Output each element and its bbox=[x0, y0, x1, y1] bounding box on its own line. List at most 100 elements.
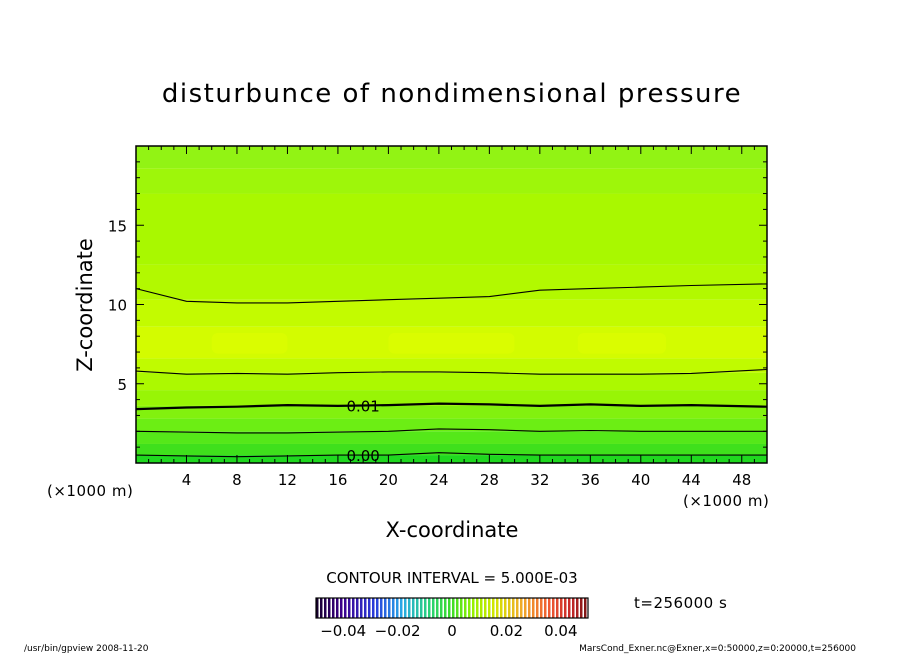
contour-line-3 bbox=[135, 368, 768, 375]
colorbar-cell-51 bbox=[520, 598, 523, 618]
plot-area: 0.00 0.01 bbox=[135, 146, 768, 465]
colorbar-frame bbox=[315, 597, 589, 619]
colorbar-cell-6 bbox=[340, 598, 343, 618]
colorbar-cell-60 bbox=[556, 598, 559, 618]
colorbar-cell-3 bbox=[328, 598, 331, 618]
colorbar-cell-1 bbox=[320, 598, 323, 618]
colorbar-cell-11 bbox=[360, 598, 363, 618]
x-tick-label-16: 16 bbox=[328, 471, 347, 489]
colorbar-cell-39 bbox=[472, 598, 475, 618]
colorbar-cell-12 bbox=[364, 598, 367, 618]
x-axis: 4 8 12 16 20 24 28 32 36 40 44 48 bbox=[148, 146, 755, 489]
fill-band-7 bbox=[136, 358, 767, 373]
colorbar-cell-33 bbox=[448, 598, 451, 618]
fill-band-3 bbox=[136, 418, 767, 432]
colorbar-cell-38 bbox=[468, 598, 471, 618]
colorbar-cell-29 bbox=[432, 598, 435, 618]
x-axis-unit-left: (×1000 m) bbox=[47, 482, 133, 500]
colorbar-tick-label-2: 0 bbox=[447, 622, 457, 640]
colorbar-cell-27 bbox=[424, 598, 427, 618]
x-tick-label-32: 32 bbox=[530, 471, 549, 489]
colorbar-tick-label-3: 0.02 bbox=[490, 622, 523, 640]
x-tick-label-8: 8 bbox=[232, 471, 242, 489]
colorbar-cell-54 bbox=[532, 598, 535, 618]
fill-highlight-0 bbox=[211, 333, 288, 354]
colorbar-cell-10 bbox=[356, 598, 359, 618]
colorbar-cell-55 bbox=[536, 598, 539, 618]
colorbar-cell-4 bbox=[332, 598, 335, 618]
colorbar-cell-48 bbox=[508, 598, 511, 618]
colorbar-cell-57 bbox=[544, 598, 547, 618]
colorbar-cell-2 bbox=[324, 598, 327, 618]
fill-band-2 bbox=[136, 431, 767, 444]
colorbar-cell-66 bbox=[580, 598, 583, 618]
colorbar-cell-35 bbox=[456, 598, 459, 618]
colorbar-cell-58 bbox=[548, 598, 551, 618]
fill-band-12 bbox=[136, 168, 767, 194]
colorbar-cell-50 bbox=[516, 598, 519, 618]
colorbar-cell-28 bbox=[428, 598, 431, 618]
y-tick-label-5: 5 bbox=[117, 376, 127, 394]
colorbar-cell-30 bbox=[436, 598, 439, 618]
colorbar-cell-45 bbox=[496, 598, 499, 618]
fill-highlight-2 bbox=[577, 333, 667, 354]
fill-band-9 bbox=[136, 299, 767, 327]
colorbar-cell-36 bbox=[460, 598, 463, 618]
colorbar-cell-5 bbox=[336, 598, 339, 618]
contour-interval-label: CONTOUR INTERVAL = 5.000E-03 bbox=[326, 569, 577, 587]
footer-right: MarsCond_Exner.nc@Exner,x=0:50000,z=0:20… bbox=[579, 644, 856, 654]
x-tick-label-36: 36 bbox=[581, 471, 600, 489]
colorbar-cell-19 bbox=[392, 598, 395, 618]
x-tick-label-28: 28 bbox=[480, 471, 499, 489]
y-axis: 5 10 15 bbox=[108, 161, 767, 448]
fill-band-1 bbox=[136, 443, 767, 456]
colorbar-cell-17 bbox=[384, 598, 387, 618]
colorbar-cell-24 bbox=[412, 598, 415, 618]
colorbar-cell-40 bbox=[476, 598, 479, 618]
fill-band-4 bbox=[136, 405, 767, 419]
colorbar-cell-65 bbox=[576, 598, 579, 618]
colorbar-cell-41 bbox=[480, 598, 483, 618]
y-axis-label: Z-coordinate bbox=[73, 238, 97, 372]
colorbar-cell-46 bbox=[500, 598, 503, 618]
x-tick-label-12: 12 bbox=[278, 471, 297, 489]
colorbar-cell-64 bbox=[572, 598, 575, 618]
colorbar-tick-labels: −0.04 −0.02 0 0.02 0.04 bbox=[320, 622, 577, 640]
colorbar-cell-16 bbox=[380, 598, 383, 618]
footer-left: /usr/bin/gpview 2008-11-20 bbox=[24, 644, 149, 654]
fill-band-5 bbox=[136, 390, 767, 406]
colorbar-tick-label-1: −0.02 bbox=[375, 622, 421, 640]
contour-label-2: 0.01 bbox=[346, 398, 379, 416]
fill-highlight-1 bbox=[388, 333, 515, 354]
colorbar-cell-62 bbox=[564, 598, 567, 618]
contour-label-0: 0.00 bbox=[346, 447, 379, 465]
colorbar-tick-label-0: −0.04 bbox=[320, 622, 366, 640]
colorbar bbox=[315, 597, 589, 619]
x-tick-label-48: 48 bbox=[732, 471, 751, 489]
colorbar-cell-14 bbox=[372, 598, 375, 618]
colorbar-cell-22 bbox=[404, 598, 407, 618]
contour-line-4 bbox=[135, 283, 768, 304]
colorbar-cell-47 bbox=[504, 598, 507, 618]
chart-title: disturbunce of nondimensional pressure bbox=[162, 79, 742, 109]
colorbar-cell-7 bbox=[344, 598, 347, 618]
x-tick-label-24: 24 bbox=[429, 471, 448, 489]
colorbar-cell-26 bbox=[420, 598, 423, 618]
colorbar-cell-0 bbox=[316, 598, 319, 618]
fill-band-10 bbox=[136, 264, 767, 300]
colorbar-cell-20 bbox=[396, 598, 399, 618]
contour-line-1 bbox=[135, 428, 767, 434]
colorbar-cell-49 bbox=[512, 598, 515, 618]
contour-line-2 bbox=[135, 402, 768, 411]
colorbar-tick-label-4: 0.04 bbox=[544, 622, 577, 640]
colorbar-cell-8 bbox=[348, 598, 351, 618]
colorbar-cell-67 bbox=[584, 598, 587, 618]
x-tick-label-44: 44 bbox=[682, 471, 701, 489]
x-tick-label-40: 40 bbox=[631, 471, 650, 489]
x-tick-label-20: 20 bbox=[379, 471, 398, 489]
colorbar-cell-37 bbox=[464, 598, 467, 618]
fill-band-11 bbox=[136, 193, 767, 265]
colorbar-cell-53 bbox=[528, 598, 531, 618]
x-tick-label-4: 4 bbox=[182, 471, 192, 489]
